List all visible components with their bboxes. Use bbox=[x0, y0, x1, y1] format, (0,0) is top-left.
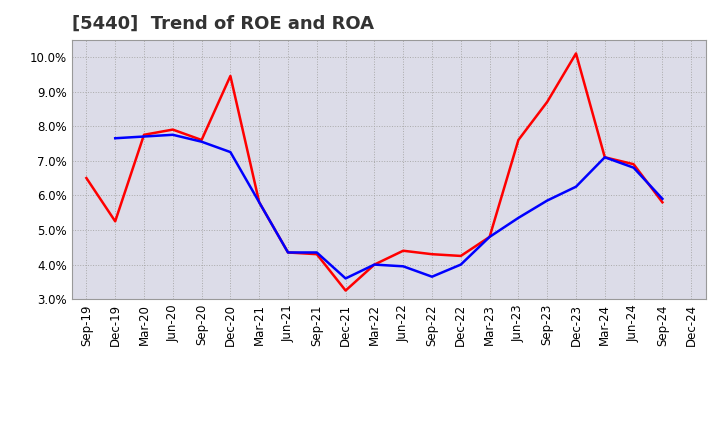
ROE bbox=[82, 176, 91, 181]
ROE bbox=[111, 219, 120, 224]
ROE bbox=[140, 132, 148, 137]
ROE bbox=[226, 73, 235, 79]
ROE bbox=[629, 161, 638, 167]
ROE bbox=[370, 262, 379, 267]
ROA bbox=[629, 165, 638, 170]
ROA bbox=[399, 264, 408, 269]
ROA bbox=[111, 136, 120, 141]
ROA bbox=[255, 200, 264, 205]
Line: ROA: ROA bbox=[115, 135, 662, 279]
ROE bbox=[485, 234, 494, 239]
ROA bbox=[543, 198, 552, 203]
ROE bbox=[399, 248, 408, 253]
ROE bbox=[428, 252, 436, 257]
ROA bbox=[572, 184, 580, 189]
ROA bbox=[341, 276, 350, 281]
ROE bbox=[600, 154, 609, 160]
ROA bbox=[370, 262, 379, 267]
ROE bbox=[284, 250, 292, 255]
ROA bbox=[658, 196, 667, 202]
ROA bbox=[168, 132, 177, 137]
ROE bbox=[255, 200, 264, 205]
ROE bbox=[543, 99, 552, 105]
ROE bbox=[456, 253, 465, 259]
ROE bbox=[312, 252, 321, 257]
ROA bbox=[226, 150, 235, 155]
ROA bbox=[514, 215, 523, 220]
ROA bbox=[197, 139, 206, 144]
ROE bbox=[341, 288, 350, 293]
Line: ROE: ROE bbox=[86, 53, 662, 290]
ROA bbox=[140, 134, 148, 139]
ROA bbox=[312, 250, 321, 255]
ROE bbox=[514, 137, 523, 143]
ROE bbox=[168, 127, 177, 132]
ROA bbox=[428, 274, 436, 279]
ROE bbox=[572, 51, 580, 56]
ROA bbox=[456, 262, 465, 267]
ROA bbox=[600, 154, 609, 160]
ROE bbox=[658, 200, 667, 205]
Text: [5440]  Trend of ROE and ROA: [5440] Trend of ROE and ROA bbox=[72, 15, 374, 33]
ROA bbox=[485, 234, 494, 239]
ROE bbox=[197, 137, 206, 143]
ROA bbox=[284, 250, 292, 255]
